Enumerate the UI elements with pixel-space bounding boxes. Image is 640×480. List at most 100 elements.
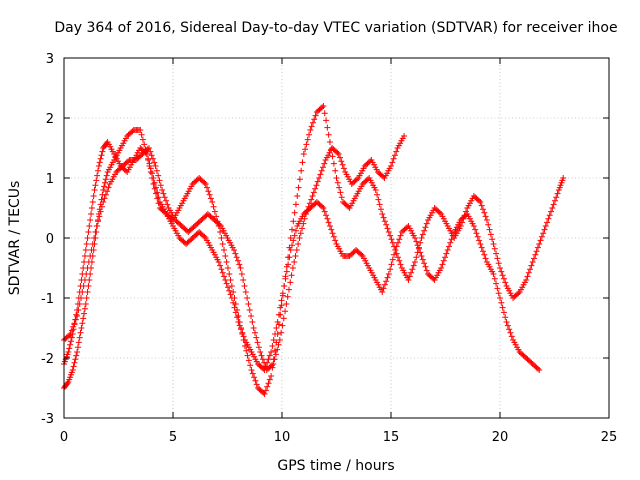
data-point [411, 235, 418, 241]
data-point [391, 152, 398, 159]
data-point [248, 313, 255, 319]
data-point [274, 319, 281, 325]
x-tick-label: 25 [601, 430, 618, 445]
data-point [307, 127, 314, 133]
data-point [129, 128, 136, 135]
data-point [449, 232, 456, 239]
data-point [300, 220, 307, 227]
data-point [99, 148, 106, 155]
data-point [506, 326, 513, 333]
data-point [445, 243, 452, 250]
data-point [98, 203, 105, 210]
data-point [227, 277, 234, 283]
data-point [88, 211, 95, 217]
data-marks [61, 103, 567, 397]
data-point [332, 237, 339, 244]
data-point [483, 217, 490, 223]
data-point [86, 223, 93, 229]
data-point [238, 326, 245, 333]
data-point [241, 283, 248, 289]
data-point [154, 195, 161, 202]
data-point [264, 383, 271, 390]
data-point [254, 339, 261, 346]
axis-ticks [63, 57, 610, 419]
data-point [389, 256, 396, 263]
data-point [325, 131, 332, 138]
data-point [221, 273, 228, 280]
data-point [299, 159, 306, 166]
data-point [105, 184, 112, 191]
data-point [413, 238, 420, 245]
data-point [353, 176, 360, 183]
data-point [275, 341, 282, 348]
data-point [94, 172, 101, 179]
data-point [336, 184, 343, 191]
data-point [289, 226, 296, 233]
data-point [235, 319, 242, 325]
data-point [381, 218, 388, 225]
data-point [218, 266, 225, 273]
data-point [515, 290, 522, 297]
data-point [151, 185, 158, 192]
data-point [70, 323, 77, 330]
data-point [553, 194, 560, 201]
data-point [228, 295, 235, 301]
data-point [268, 373, 275, 379]
data-point [232, 250, 239, 257]
data-point [413, 254, 420, 261]
data-point [219, 269, 226, 276]
data-point [148, 152, 155, 159]
data-point [380, 214, 387, 221]
data-point [491, 245, 498, 252]
data-point [160, 190, 167, 197]
data-point [285, 261, 292, 268]
data-point [502, 314, 509, 321]
data-point [394, 254, 401, 261]
x-tick-label: 0 [60, 430, 68, 445]
data-point [268, 349, 275, 355]
data-point [156, 177, 163, 184]
data-point [154, 189, 161, 196]
data-point [308, 196, 315, 203]
data-point [227, 291, 234, 298]
y-tick-label: 1 [46, 172, 54, 187]
y-tick-labels: -3 -2 -1 0 1 2 3 [41, 52, 54, 427]
data-point [385, 271, 392, 277]
data-point [91, 187, 98, 193]
data-point [251, 329, 258, 336]
data-point [67, 331, 74, 337]
data-point [217, 262, 224, 269]
data-point [319, 164, 326, 171]
data-point [301, 215, 308, 222]
data-point [265, 380, 272, 387]
data-point [494, 255, 501, 262]
x-tick-labels: 0 5 10 15 20 25 [60, 430, 617, 445]
data-point [285, 286, 292, 293]
data-point [294, 193, 301, 199]
data-point [397, 232, 404, 239]
data-point [485, 221, 492, 228]
data-point [498, 268, 505, 275]
series-track-a [61, 103, 567, 397]
data-point [102, 176, 109, 183]
data-point [71, 320, 78, 327]
data-point [68, 327, 75, 334]
data-point [549, 205, 556, 211]
data-point [249, 319, 256, 325]
data-point [529, 259, 536, 265]
data-point [245, 357, 252, 364]
x-tick-label: 5 [169, 430, 177, 445]
data-point [290, 237, 297, 244]
x-tick-label: 20 [492, 430, 509, 445]
data-point [326, 223, 333, 229]
x-tick-label: 10 [274, 430, 291, 445]
data-point [67, 338, 74, 345]
data-point [391, 251, 398, 258]
data-point [481, 251, 488, 258]
data-point [155, 172, 162, 179]
data-point [408, 269, 415, 276]
data-point [439, 261, 446, 268]
data-point [69, 367, 76, 373]
data-point [372, 187, 379, 193]
data-point [152, 184, 159, 191]
